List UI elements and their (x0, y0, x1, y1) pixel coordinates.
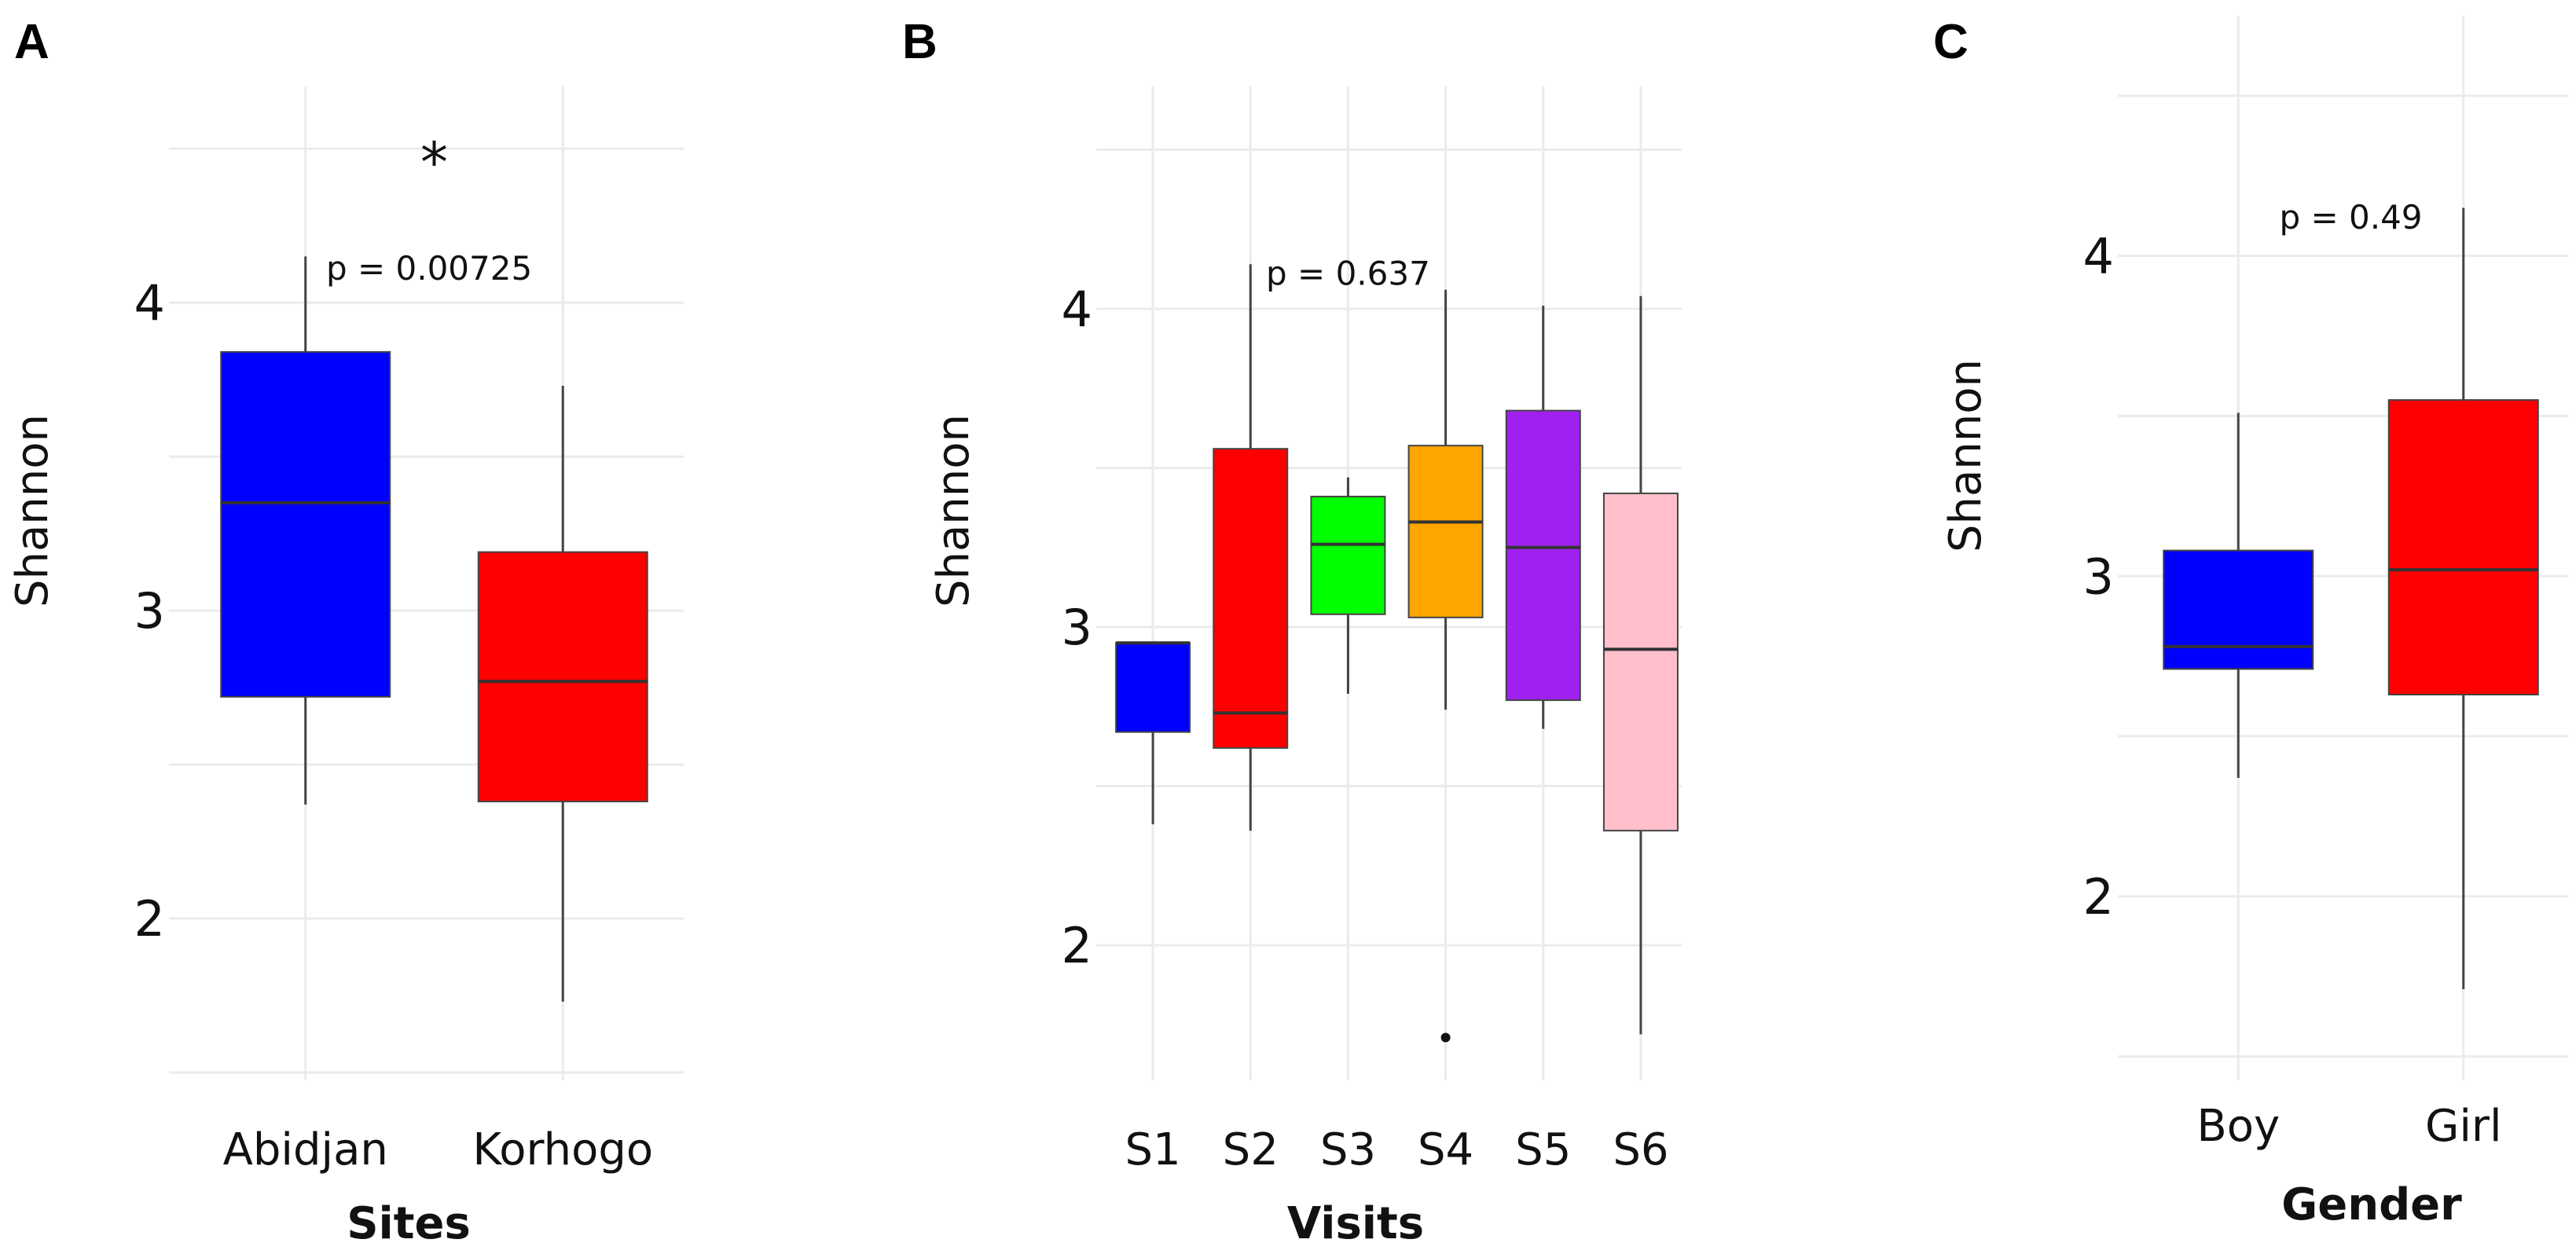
box-s3 (1310, 477, 1386, 695)
panel-letter-b: B (902, 15, 938, 69)
x-axis-label: Visits (1287, 1198, 1424, 1249)
y-tick-label: 3 (2083, 548, 2114, 605)
x-tick-label: Korhogo (472, 1124, 653, 1175)
y-tick-label: 3 (134, 582, 165, 640)
box-body (1407, 445, 1484, 618)
panel-letter-a: A (14, 15, 50, 69)
x-tick-label: S2 (1223, 1124, 1279, 1175)
box-girl (2387, 207, 2539, 990)
x-tick-label: S3 (1320, 1124, 1376, 1175)
box-body (1602, 492, 1679, 832)
box-s2 (1213, 264, 1289, 831)
p-value-label: p = 0.637 (1266, 254, 1430, 292)
box-boy (2163, 412, 2314, 779)
p-value-label: p = 0.49 (2279, 198, 2422, 236)
box-body (1310, 495, 1386, 615)
box-body (2387, 399, 2539, 696)
panel-letter-c: C (1933, 15, 1969, 69)
box-s5 (1505, 305, 1581, 729)
box-body (220, 350, 391, 698)
panel-a: A 2 3 4 Abidjan Korhogo p = 0.00725 * Shanno… (7, 15, 684, 1249)
panel-b: B 2 3 4 S1 S2 S3 S4 S5 S6 p = 0.637 Shannon Vis… (902, 15, 1682, 1249)
y-axis-label: Shannon (1940, 359, 1991, 552)
box-body (477, 551, 648, 803)
x-axis-label: Gender (2281, 1179, 2462, 1230)
box-body (1213, 448, 1289, 749)
y-tick-label: 4 (134, 274, 165, 332)
y-tick-label: 4 (2083, 228, 2114, 285)
box-body (1115, 642, 1191, 733)
y-tick-label: 2 (2083, 868, 2114, 926)
box-korhogo (477, 385, 648, 1002)
outlier-point (1440, 1032, 1451, 1043)
panel-c: C 2 3 4 Boy Girl p = 0.49 Shannon Gender (1933, 15, 2568, 1230)
x-tick-label: S4 (1418, 1124, 1473, 1175)
x-tick-label: Abidjan (223, 1124, 388, 1175)
y-tick-label: 4 (1062, 280, 1092, 338)
x-tick-label: S6 (1613, 1124, 1668, 1175)
y-axis-label: Shannon (7, 414, 58, 607)
p-value-label: p = 0.00725 (326, 249, 532, 288)
x-tick-label: Boy (2196, 1101, 2280, 1152)
box-body (2163, 549, 2314, 670)
box-s6 (1602, 295, 1679, 1035)
box-s1 (1115, 641, 1191, 825)
x-tick-label: S5 (1515, 1124, 1571, 1175)
y-tick-label: 3 (1062, 599, 1092, 656)
box-abidjan (220, 256, 391, 805)
x-tick-label: Girl (2425, 1101, 2502, 1152)
y-axis-label: Shannon (928, 414, 979, 607)
x-tick-label: S1 (1125, 1124, 1180, 1175)
x-axis-label: Sites (347, 1198, 471, 1249)
box-body (1505, 409, 1581, 702)
y-tick-label: 2 (134, 890, 165, 948)
box-s4 (1407, 289, 1484, 1043)
significance-star: * (420, 130, 448, 195)
y-tick-label: 2 (1062, 917, 1092, 974)
